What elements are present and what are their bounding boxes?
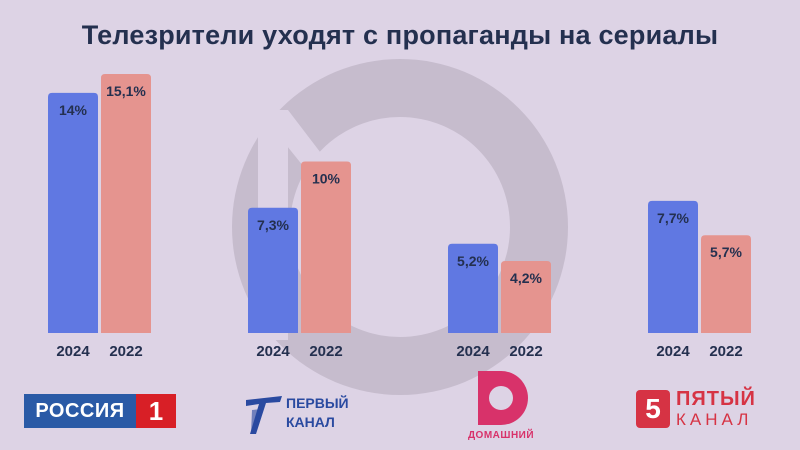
bar-2024-group-4 bbox=[648, 200, 698, 333]
perviy-kanal-line2: КАНАЛ bbox=[286, 414, 335, 430]
perviy-kanal-logo: ПЕРВЫЙ КАНАЛ bbox=[242, 392, 372, 436]
rossiya-1-logo: РОССИЯ 1 bbox=[24, 394, 176, 428]
perviy-kanal-line1: ПЕРВЫЙ bbox=[286, 395, 349, 411]
year-tick-label: 2022 bbox=[509, 343, 542, 360]
pyatiy-kanal-logo: 5 ПЯТЫЙ КАНАЛ bbox=[636, 386, 776, 432]
bar-value-label: 15,1% bbox=[106, 83, 146, 99]
bar-2022-group-4 bbox=[701, 235, 751, 333]
bar-2022-group-2 bbox=[301, 161, 351, 333]
bar-value-label: 5,2% bbox=[457, 253, 489, 269]
pyatiy-logo-line1: ПЯТЫЙ bbox=[676, 388, 756, 410]
year-tick-label: 2024 bbox=[456, 343, 490, 360]
bar-value-label: 7,7% bbox=[657, 210, 689, 226]
bar-value-label: 10% bbox=[312, 170, 341, 186]
perviy-kanal-icon bbox=[246, 396, 282, 434]
bar-value-label: 7,3% bbox=[257, 217, 289, 233]
bar-2022-group-1 bbox=[101, 74, 151, 333]
bar-2024-group-2 bbox=[248, 207, 298, 333]
pyatiy-logo-line2: КАНАЛ bbox=[676, 410, 753, 429]
year-tick-label: 2022 bbox=[109, 343, 142, 360]
year-tick-label: 2022 bbox=[709, 343, 742, 360]
domashniy-text: ДОМАШНИЙ bbox=[467, 430, 535, 441]
pyatiy-logo-number: 5 bbox=[636, 390, 670, 428]
chart-title: Телезрители уходят с пропаганды на сериа… bbox=[81, 20, 719, 50]
perviy-kanal-text: ПЕРВЫЙ КАНАЛ bbox=[286, 394, 349, 432]
rossiya-logo-word: РОССИЯ bbox=[24, 394, 136, 428]
bar-value-label: 5,7% bbox=[710, 244, 742, 260]
domashniy-d-icon bbox=[478, 371, 528, 425]
year-tick-label: 2022 bbox=[309, 343, 342, 360]
domashniy-logo: ДОМАШНИЙ bbox=[466, 367, 536, 443]
bar-value-label: 14% bbox=[59, 102, 88, 118]
year-tick-label: 2024 bbox=[656, 343, 690, 360]
bar-2024-group-3 bbox=[448, 243, 498, 333]
bar-2022-group-3 bbox=[501, 260, 551, 333]
bar-value-label: 4,2% bbox=[510, 270, 542, 286]
bars-layer: 14% 2024 15,1% 2022 7,3% 2024 10% 2022 5,2% 2024 4… bbox=[48, 74, 751, 360]
year-tick-label: 2024 bbox=[56, 343, 90, 360]
bar-2024-group-1 bbox=[48, 92, 98, 333]
year-tick-label: 2024 bbox=[256, 343, 290, 360]
rossiya-logo-number: 1 bbox=[136, 394, 176, 428]
